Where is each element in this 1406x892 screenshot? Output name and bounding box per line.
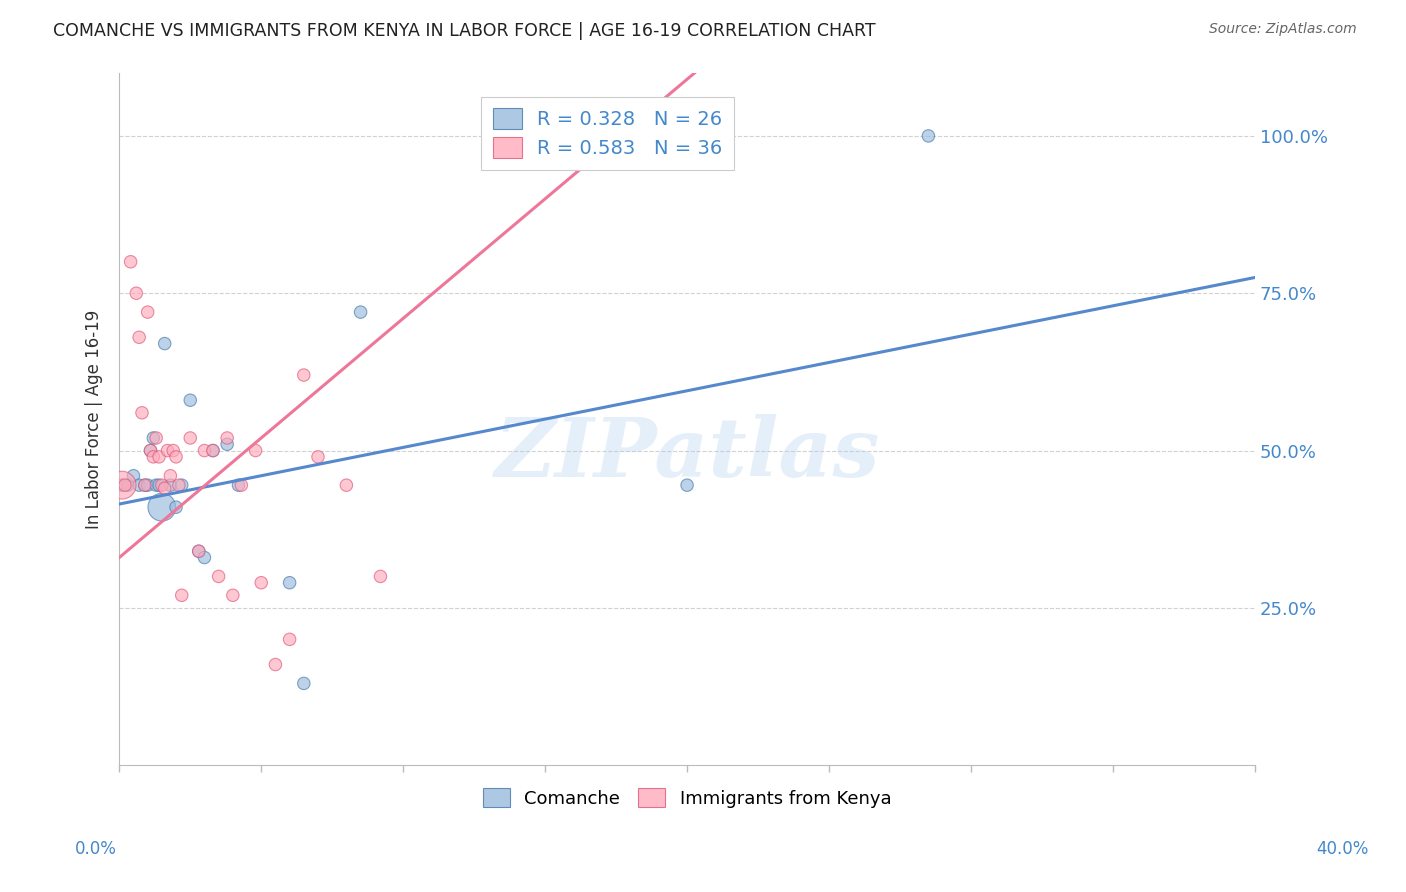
Point	[165, 450, 187, 464]
Point	[208, 569, 231, 583]
Point	[153, 481, 176, 495]
Point	[117, 478, 139, 492]
Point	[676, 478, 699, 492]
Point	[120, 254, 142, 268]
Point	[111, 478, 134, 492]
Point	[250, 575, 273, 590]
Point	[131, 406, 153, 420]
Point	[170, 478, 193, 492]
Point	[193, 550, 215, 565]
Text: 40.0%: 40.0%	[1316, 840, 1369, 858]
Point	[156, 443, 179, 458]
Text: 0.0%: 0.0%	[75, 840, 117, 858]
Point	[179, 393, 201, 408]
Point	[142, 450, 165, 464]
Point	[193, 443, 215, 458]
Point	[128, 330, 150, 344]
Point	[153, 336, 176, 351]
Point	[136, 478, 159, 492]
Point	[142, 431, 165, 445]
Text: Source: ZipAtlas.com: Source: ZipAtlas.com	[1209, 22, 1357, 37]
Text: COMANCHE VS IMMIGRANTS FROM KENYA IN LABOR FORCE | AGE 16-19 CORRELATION CHART: COMANCHE VS IMMIGRANTS FROM KENYA IN LAB…	[53, 22, 876, 40]
Point	[307, 450, 329, 464]
Point	[139, 443, 162, 458]
Point	[111, 478, 134, 492]
Point	[148, 450, 170, 464]
Point	[145, 431, 167, 445]
Point	[217, 431, 239, 445]
Point	[128, 478, 150, 492]
Point	[222, 588, 245, 602]
Point	[278, 575, 301, 590]
Point	[917, 128, 939, 143]
Point	[159, 468, 181, 483]
Point	[264, 657, 287, 672]
Point	[134, 478, 156, 492]
Point	[145, 478, 167, 492]
Point	[201, 443, 224, 458]
Point	[228, 478, 250, 492]
Point	[335, 478, 357, 492]
Point	[245, 443, 267, 458]
Point	[159, 478, 181, 492]
Legend: Comanche, Immigrants from Kenya: Comanche, Immigrants from Kenya	[475, 781, 898, 815]
Point	[201, 443, 224, 458]
Point	[187, 544, 209, 558]
Point	[187, 544, 209, 558]
Y-axis label: In Labor Force | Age 16-19: In Labor Force | Age 16-19	[86, 310, 103, 529]
Point	[114, 478, 136, 492]
Text: ZIPatlas: ZIPatlas	[495, 414, 880, 493]
Point	[217, 437, 239, 451]
Point	[165, 500, 187, 515]
Point	[278, 632, 301, 647]
Point	[150, 500, 173, 515]
Point	[139, 443, 162, 458]
Point	[349, 305, 371, 319]
Point	[292, 676, 315, 690]
Point	[125, 286, 148, 301]
Point	[179, 431, 201, 445]
Point	[370, 569, 392, 583]
Point	[167, 478, 190, 492]
Point	[122, 468, 145, 483]
Point	[134, 478, 156, 492]
Point	[136, 305, 159, 319]
Point	[292, 368, 315, 382]
Point	[170, 588, 193, 602]
Point	[231, 478, 253, 492]
Point	[148, 478, 170, 492]
Point	[162, 443, 184, 458]
Point	[150, 478, 173, 492]
